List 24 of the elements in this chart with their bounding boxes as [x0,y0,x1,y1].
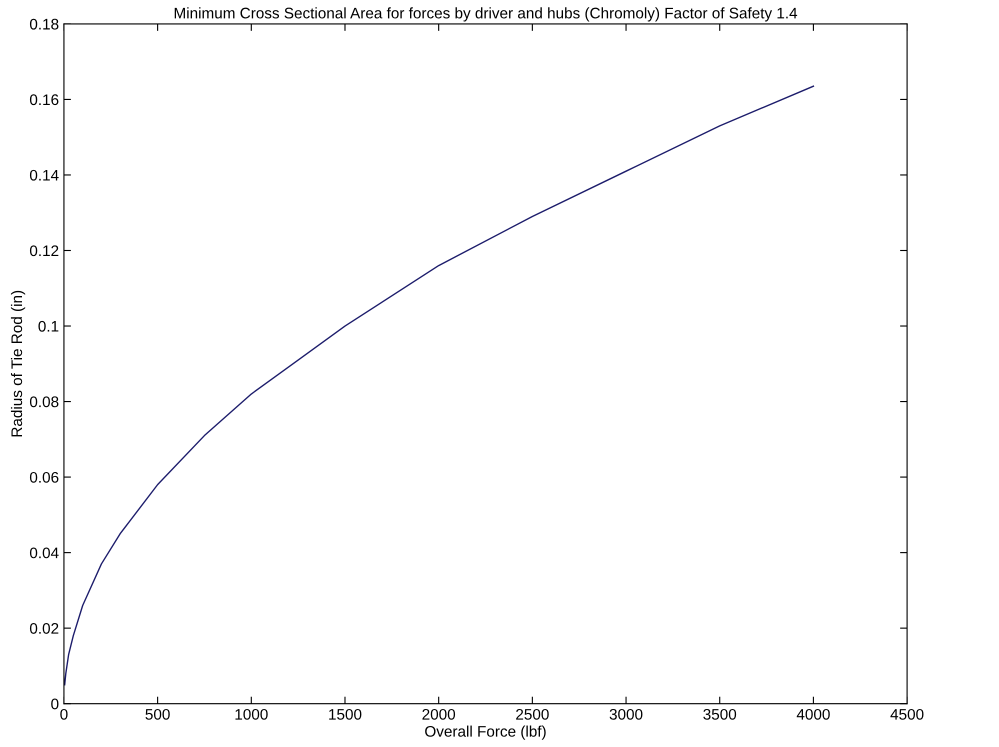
x-tick-label: 2500 [516,708,549,720]
y-tick-label: 0.16 [30,94,58,106]
x-tick-label: 1500 [329,708,362,720]
x-tick-label: 3500 [703,708,736,720]
y-tick-label: 0.06 [30,472,58,483]
y-tick-label: 0.04 [30,547,59,558]
y-tick-label: 0 [51,698,58,710]
x-tick-label: 0 [60,708,68,720]
x-tick-label: 500 [145,708,170,720]
x-tick-label: 4000 [796,708,830,720]
chart-title: Minimum Cross Sectional Area for forces by driver and hubs (Chromoly) Factor of Safety 1.4 [174,7,798,22]
x-tick-label: 1000 [235,708,268,720]
y-tick-label: 0.08 [30,396,58,408]
y-tick-label: 0.14 [30,170,59,181]
line-series [64,86,814,686]
x-tick-label: 2000 [422,708,456,720]
y-tick-label: 0.18 [30,18,58,30]
x-tick-label: 3000 [610,708,642,720]
y-tick-label: 0.02 [30,623,58,634]
x-axis-title: Overall Force (lbf) [425,726,546,740]
y-tick-label: 0.12 [30,245,58,256]
y-axis-title: Radius of Tie Rod (in) [10,290,26,436]
y-tick-label: 0.1 [38,320,58,332]
x-tick-label: 4500 [890,708,924,720]
